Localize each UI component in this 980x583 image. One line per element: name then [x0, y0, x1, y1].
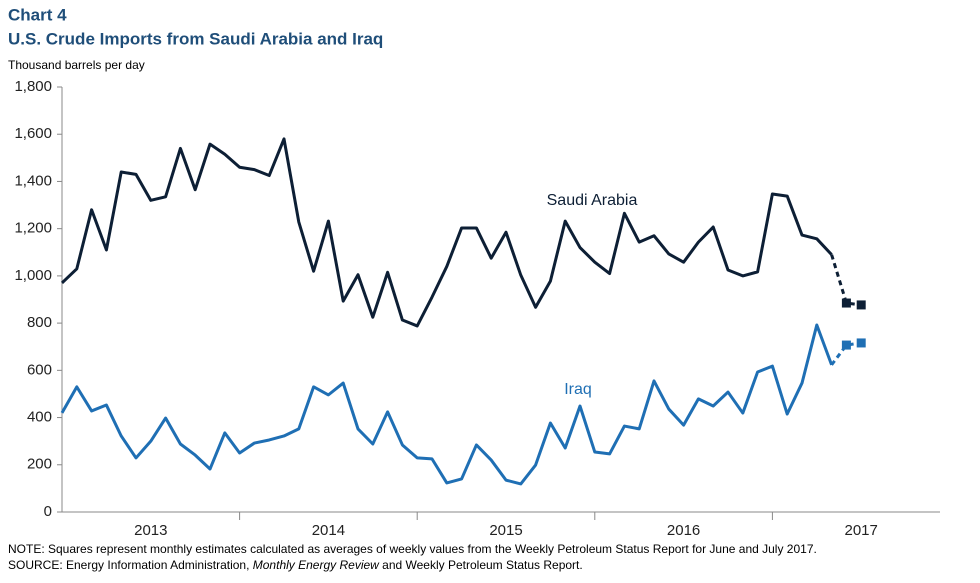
estimate-marker — [856, 338, 866, 348]
y-tick-label: 1,000 — [14, 267, 52, 284]
estimate-marker — [856, 300, 866, 310]
estimate-line — [830, 254, 862, 307]
y-tick-label: 1,200 — [14, 220, 52, 237]
source: SOURCE: Energy Information Administratio… — [8, 558, 583, 572]
y-tick-label: 600 — [27, 361, 52, 378]
note: NOTE: Squares represent monthly estimate… — [8, 542, 817, 556]
series-label: Saudi Arabia — [547, 192, 638, 209]
source-part: SOURCE: Energy Information Administratio… — [8, 558, 253, 572]
y-tick-label: 200 — [27, 456, 52, 473]
estimate-marker — [841, 298, 851, 308]
chart-title: Chart 4 — [8, 5, 67, 24]
x-tick-label: 2014 — [312, 522, 345, 539]
x-tick-label: 2016 — [667, 522, 700, 539]
estimate-marker — [841, 340, 851, 350]
y-tick-label: 800 — [27, 314, 52, 331]
y-tick-label: 400 — [27, 409, 52, 426]
x-tick-label: 2013 — [134, 522, 167, 539]
source-part: Monthly Energy Review — [253, 558, 380, 572]
series-line — [60, 137, 833, 328]
y-tick-label: 0 — [44, 503, 52, 520]
series-line — [60, 323, 834, 486]
source-part: and Weekly Petroleum Status Report. — [379, 558, 583, 572]
chart-subtitle: U.S. Crude Imports from Saudi Arabia and… — [8, 29, 383, 48]
x-tick-label: 2015 — [489, 522, 522, 539]
y-axis-label: Thousand barrels per day — [8, 58, 145, 72]
y-tick-label: 1,400 — [14, 172, 52, 189]
series-label: Iraq — [564, 381, 592, 398]
y-tick-label: 1,600 — [14, 125, 52, 142]
x-tick-label: 2017 — [845, 522, 878, 539]
y-tick-label: 1,800 — [14, 78, 52, 95]
